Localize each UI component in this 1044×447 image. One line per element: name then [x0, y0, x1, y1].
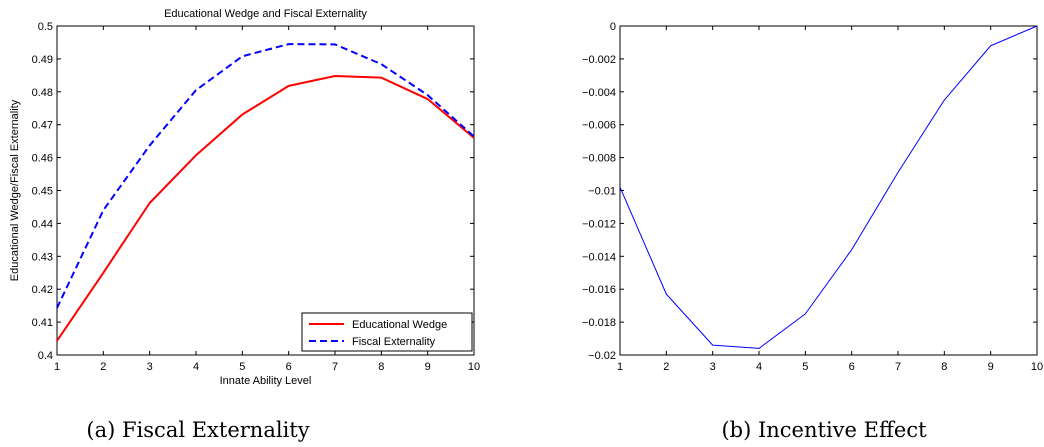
legend-box: [301, 312, 473, 352]
y-tick-label: 0.42: [32, 284, 53, 296]
x-tick-label: 6: [849, 361, 855, 373]
y-tick-label: −0.016: [582, 284, 616, 296]
plot-area: [619, 25, 1038, 356]
y-tick-label: 0.43: [32, 251, 53, 263]
x-axis-label: Innate Ability Level: [220, 375, 312, 387]
y-tick-label: 0.4: [38, 350, 53, 362]
y-tick-label: 0.49: [32, 54, 53, 66]
legend: Educational Wedge Fiscal Externality: [301, 312, 473, 352]
y-tick-label: 0.5: [38, 21, 53, 33]
legend-label: Fiscal Externality: [352, 336, 436, 348]
y-axis-label: Educational Wedge/Fiscal Externality: [9, 99, 21, 281]
y-tick-label: 0.41: [32, 317, 53, 329]
y-tick-label: −0.014: [582, 251, 616, 263]
x-tick-label: 3: [710, 361, 716, 373]
x-tick-label: 8: [378, 361, 384, 373]
y-tick-label: 0: [610, 21, 616, 33]
y-tick-label: −0.002: [582, 54, 616, 66]
caption-fiscal-externality: (a) Fiscal Externality: [86, 418, 310, 442]
x-tick-label: 10: [1031, 361, 1043, 373]
y-tick-label: −0.008: [582, 153, 616, 165]
series-line: [56, 43, 475, 309]
y-tick-label: −0.006: [582, 120, 616, 132]
y-tick-label: −0.02: [588, 350, 616, 362]
y-tick-label: 0.46: [32, 153, 53, 165]
x-tick-label: 9: [425, 361, 431, 373]
x-tick-label: 8: [941, 361, 947, 373]
y-tick-label: −0.004: [582, 87, 616, 99]
chart-fiscal: 1 2 3 4 5 6 7 8 9 10 0.4 0.41 0.42 0.43 0.44 0.45 0.46 0.…: [9, 8, 480, 387]
x-tick-label: 7: [895, 361, 901, 373]
x-tick-label: 1: [617, 361, 623, 373]
x-tick-label: 4: [193, 361, 199, 373]
x-tick-label: 6: [286, 361, 292, 373]
x-tick-label: 5: [802, 361, 808, 373]
y-tick-label: 0.45: [32, 186, 53, 198]
y-tick-label: −0.018: [582, 317, 616, 329]
chart-title: Educational Wedge and Fiscal Externality: [164, 8, 367, 20]
plot-area: [56, 25, 475, 356]
series-line: [619, 25, 1038, 349]
x-tick-label: 2: [100, 361, 106, 373]
y-tick-label: 0.47: [32, 120, 53, 132]
y-tick-label: −0.012: [582, 218, 616, 230]
chart-incentive: 1 2 3 4 5 6 7 8 9 10 −0.02 −0.018 −0.016 −0.014 −0.012…: [582, 21, 1043, 373]
series-line: [56, 75, 475, 342]
x-tick-label: 10: [468, 361, 480, 373]
x-tick-label: 2: [663, 361, 669, 373]
y-tick-label: 0.48: [32, 87, 53, 99]
x-tick-label: 4: [756, 361, 762, 373]
x-tick-label: 9: [988, 361, 994, 373]
x-tick-label: 5: [239, 361, 245, 373]
caption-incentive-effect: (b) Incentive Effect: [721, 418, 927, 442]
x-tick-label: 1: [54, 361, 60, 373]
y-tick-label: 0.44: [32, 218, 53, 230]
legend-label: Educational Wedge: [352, 319, 447, 331]
x-tick-label: 3: [147, 361, 153, 373]
x-tick-label: 7: [332, 361, 338, 373]
y-tick-label: −0.01: [588, 186, 616, 198]
